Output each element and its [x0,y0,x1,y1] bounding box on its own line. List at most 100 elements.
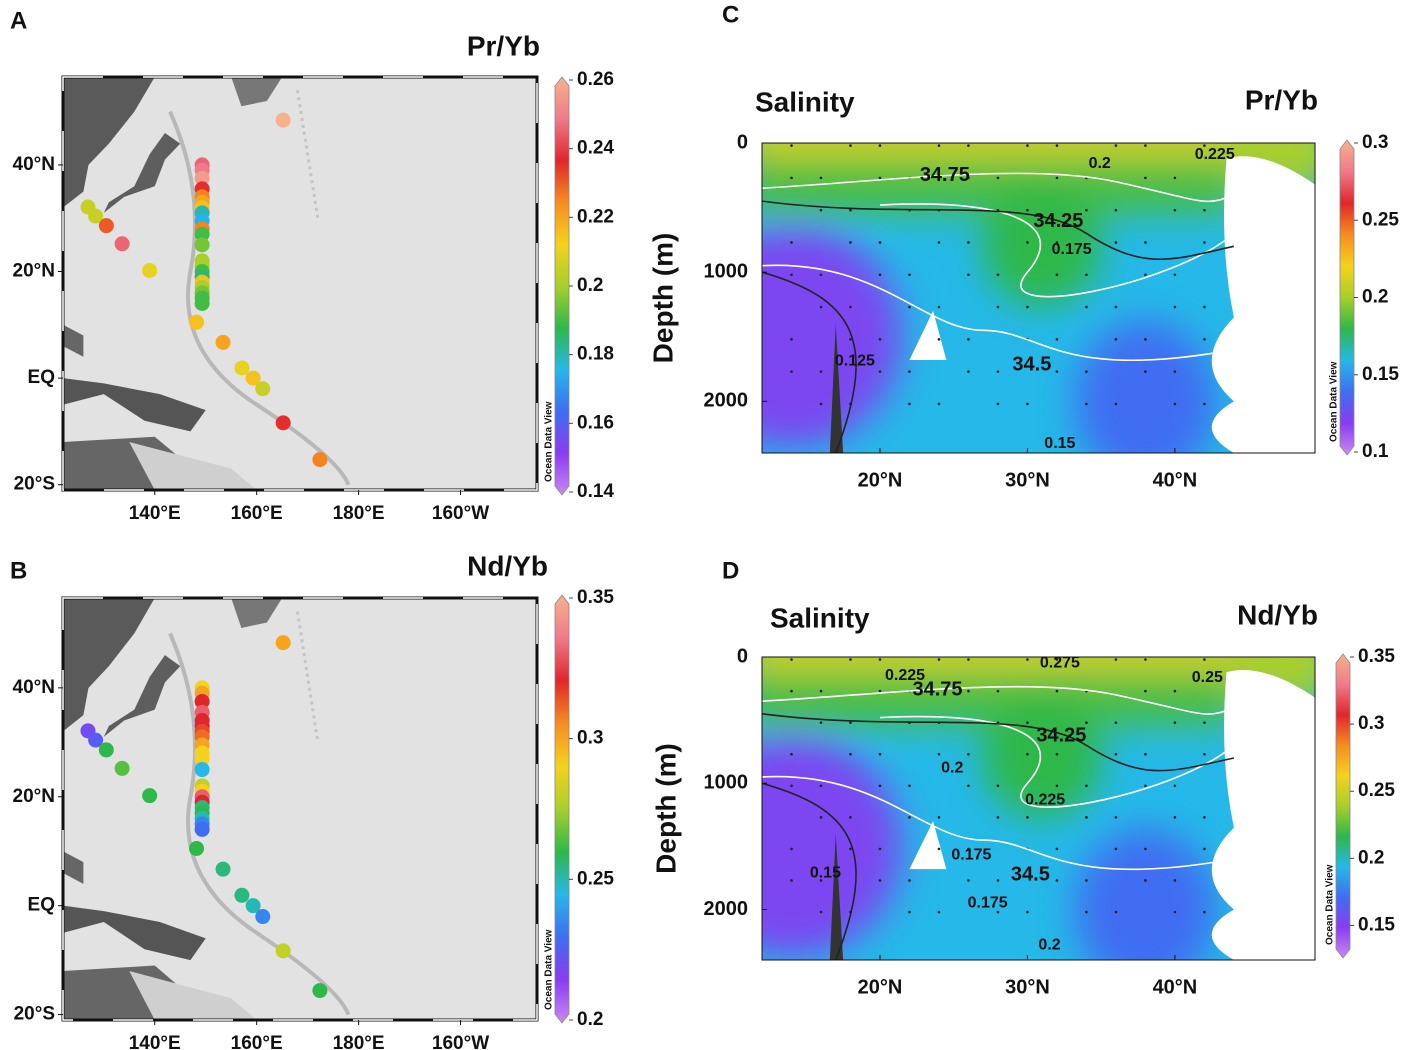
colorbar-tick-label: 0.25 [577,868,614,889]
colorbar-tick-label: 0.35 [1358,646,1395,667]
sample-dot [1114,402,1118,406]
sample-dot [819,370,823,373]
plot-frame [761,656,1316,961]
colorbar [554,594,570,1024]
station [234,887,250,903]
sample-dot [1026,305,1029,309]
sample-dot [1085,305,1088,309]
sample-dot [996,689,1000,693]
contour-label: 0.225 [1195,146,1235,163]
ratio-contour [762,782,857,960]
field-blob [762,226,902,447]
sample-dot [996,273,1000,277]
station [98,218,114,234]
colorbar-tick-label: 0.2 [577,275,603,296]
station [245,898,261,914]
sample-dot [967,689,970,693]
salinity-contour [762,685,1235,715]
contour-label: 0.175 [968,894,1008,911]
sample-dot [1055,658,1059,661]
sample-dot [878,338,882,341]
sample-dot [790,273,793,277]
sample-dot [937,658,941,661]
colorbar-tick-label: 0.3 [1362,132,1388,153]
land [63,851,84,884]
seamount [829,833,844,960]
sample-dot [790,144,793,147]
sample-dot [1055,370,1059,373]
station [189,840,205,856]
sample-dot [1026,816,1029,819]
x-tick-label: 160°E [231,503,283,524]
sample-dot [1026,910,1029,914]
ridge [295,90,320,219]
sample-dot [1203,402,1206,406]
sample-dot [1085,370,1088,373]
colorbar-label: Ocean Data View [544,929,555,1010]
sample-dot [996,910,1000,914]
station [194,693,210,709]
sample-dot [908,784,911,788]
sample-dot [1144,689,1147,693]
contour-label: 34.5 [1012,353,1051,375]
sample-dot [1144,879,1147,882]
station [194,762,210,778]
field-blob [762,657,1315,673]
sample-dot [937,847,941,851]
station [189,314,205,330]
station [275,943,291,959]
colorbar-label: Ocean Data View [1329,361,1340,442]
sample-dot [908,370,911,373]
y-tick-label: EQ [28,895,55,916]
sample-dot [937,402,941,406]
contour-label: 34.75 [912,678,962,700]
colorbar-tick-label: 0.15 [1362,364,1399,385]
sample-dot [1055,144,1059,147]
sample-dot [1114,144,1118,147]
colorbar-tick-label: 0.2 [1362,287,1388,308]
chart-title: Pr/Yb [467,30,540,61]
sample-dot [1114,816,1118,819]
sample-dot [967,338,970,341]
sample-dot [1203,305,1206,309]
colorbar-tick-label: 0.35 [577,587,614,608]
contour-label: 0.25 [1192,669,1223,686]
colorbar-tick-label: 0.2 [577,1009,603,1030]
section-field [762,143,1315,453]
salinity-contour [879,203,1235,298]
sample-dot [1173,208,1177,212]
sample-dot [849,721,852,724]
salinity-contour [762,775,1235,871]
station [114,236,130,252]
y-tick-label: 40°N [13,154,55,175]
sample-dot [790,370,793,373]
y-tick-label: 1000 [704,260,749,282]
sample-dot [849,658,852,661]
sample-dot [1144,241,1147,244]
sample-dot [1114,658,1118,661]
sample-dot [1173,305,1177,309]
sample-dot [849,816,852,819]
map-layer [63,77,537,490]
sample-dot [819,910,823,914]
sample-dot [819,208,823,212]
sample-dot [1026,241,1029,244]
sample-dot [1173,176,1177,180]
trench [168,632,351,1016]
sample-dot [1055,241,1059,244]
station [142,788,158,804]
sample-dot [1203,847,1206,851]
y-tick-label: 20°S [14,1004,55,1025]
station [88,732,104,748]
x-tick-label: 20°N [858,469,903,491]
station [255,381,271,397]
station [215,334,231,350]
sample-dot [1203,721,1206,724]
sample-dot [819,721,823,724]
sample-dot [996,402,1000,406]
sample-dot [1085,402,1088,406]
sample-dot [819,305,823,309]
chart-title: Nd/Yb [467,550,548,581]
sample-dot [908,879,911,882]
sample-dot [1144,752,1147,756]
